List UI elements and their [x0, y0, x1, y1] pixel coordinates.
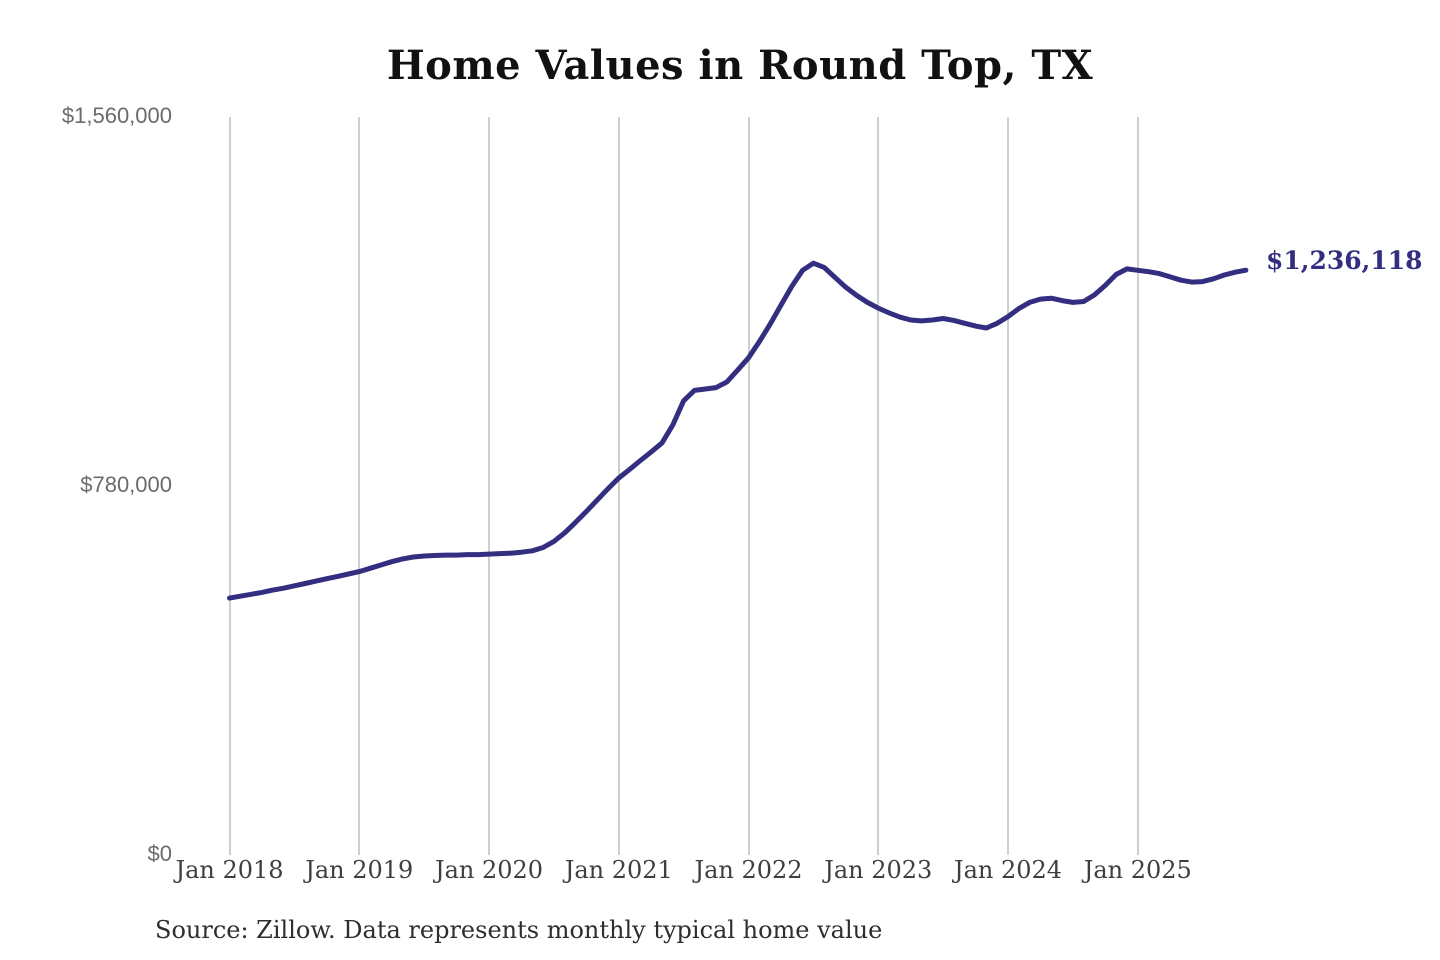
- x-tick-label: Jan 2024: [953, 856, 1063, 884]
- x-tick-label: Jan 2022: [694, 856, 803, 884]
- gridline-jan-2024: [1007, 117, 1009, 855]
- gridline-jan-2021: [617, 117, 620, 855]
- home-value-line: [227, 260, 1249, 601]
- x-tick-label: Jan 2019: [305, 856, 414, 884]
- x-tick-label: Jan 2020: [434, 856, 544, 884]
- gridline-jan-2020: [488, 117, 490, 855]
- gridline-jan-2023: [877, 117, 880, 855]
- x-tick-label: Jan 2025: [1083, 856, 1192, 884]
- x-tick-label: Jan 2018: [175, 856, 284, 884]
- x-tick-label: Jan 2021: [564, 856, 673, 884]
- chart-title: Home Values in Round Top, TX: [386, 42, 1094, 89]
- gridline-jan-2025: [1136, 117, 1139, 855]
- x-tick-label: Jan 2023: [824, 856, 933, 884]
- y-tick-label: $0: [147, 841, 172, 866]
- latest-value-label: $1,236,118: [1266, 246, 1423, 275]
- gridline-jan-2018: [228, 117, 231, 855]
- y-tick-label: $780,000: [80, 472, 172, 497]
- gridline-jan-2019: [358, 117, 361, 855]
- gridline-jan-2022: [747, 117, 750, 855]
- y-tick-label: $1,560,000: [61, 103, 172, 128]
- source-note: Source: Zillow. Data represents monthly …: [155, 916, 883, 944]
